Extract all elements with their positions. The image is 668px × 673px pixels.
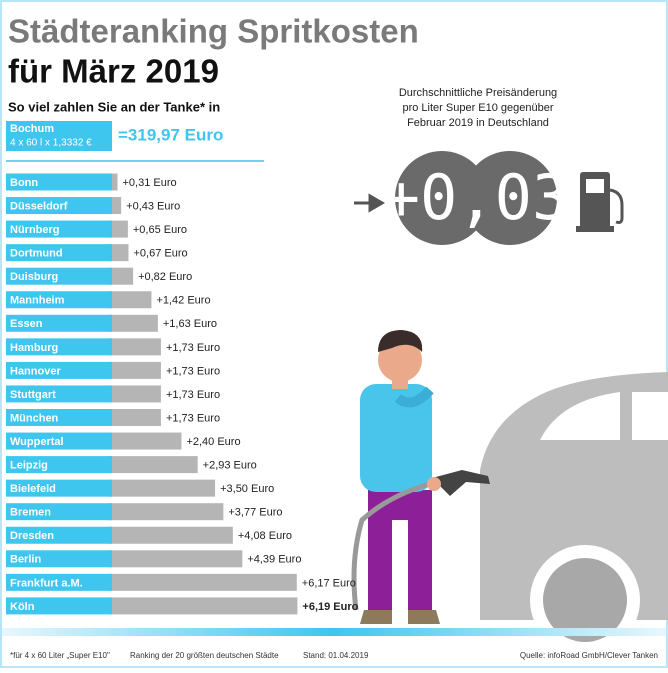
display-circle — [395, 151, 489, 245]
bar — [108, 456, 198, 474]
bar — [108, 597, 298, 615]
label-box — [6, 409, 112, 426]
bar — [108, 385, 161, 403]
bar — [108, 173, 118, 191]
value-label: +6,17 Euro — [302, 577, 356, 589]
category-label: Köln — [10, 601, 35, 613]
label-box — [6, 503, 112, 521]
footer-band — [2, 628, 666, 636]
bar — [108, 267, 134, 285]
bar — [108, 244, 129, 262]
value-label: +2,93 Euro — [203, 460, 257, 472]
bar — [108, 550, 243, 568]
bar — [108, 409, 161, 426]
reference-total: =319,97 Euro — [118, 125, 223, 144]
label-box — [6, 479, 112, 497]
car — [480, 372, 668, 655]
value-label: +4,39 Euro — [247, 554, 301, 566]
value-label: +1,73 Euro — [166, 389, 220, 401]
label-box — [6, 385, 112, 403]
bar — [108, 503, 224, 521]
reference-formula: 4 x 60 l x 1,3332 € — [10, 138, 92, 149]
value-label: +0,65 Euro — [133, 224, 187, 236]
category-label: Dresden — [10, 530, 54, 542]
label-box — [6, 550, 112, 568]
category-label: Düsseldorf — [10, 200, 68, 212]
note-line: Durchschnittliche Preisänderung — [399, 87, 557, 99]
category-label: Essen — [10, 318, 43, 330]
category-label: Wuppertal — [10, 436, 64, 448]
value-label: +1,73 Euro — [166, 342, 220, 354]
value-label: +1,73 Euro — [166, 365, 220, 377]
category-label: Bremen — [10, 507, 51, 519]
value-label: +4,08 Euro — [238, 530, 292, 542]
bar — [108, 314, 158, 332]
reference-box — [6, 121, 112, 151]
value-label: +6,19 Euro — [302, 601, 358, 613]
category-label: Bonn — [10, 177, 38, 189]
label-box — [6, 267, 112, 285]
label-box — [6, 456, 112, 474]
bar — [108, 526, 233, 544]
arrow — [354, 193, 385, 213]
label-box — [6, 573, 112, 591]
category-label: Stuttgart — [10, 389, 56, 401]
label-box — [6, 244, 112, 262]
value-label: +0,43 Euro — [126, 200, 180, 212]
value-label: +1,63 Euro — [163, 318, 217, 330]
bar — [108, 432, 182, 450]
label-box — [6, 597, 112, 615]
category-label: Nürnberg — [10, 224, 60, 236]
category-label: Hamburg — [10, 342, 58, 354]
category-label: Hannover — [10, 365, 61, 377]
bar — [108, 573, 297, 591]
footnote: Ranking der 20 größten deutschen Städte — [130, 651, 279, 660]
value-label: +1,73 Euro — [166, 412, 220, 424]
bar — [108, 291, 152, 309]
category-label: Bielefeld — [10, 483, 56, 495]
question: So viel zahlen Sie an der Tanke* in — [8, 99, 220, 114]
subtitle: für März 2019 — [8, 53, 219, 90]
footnote: *für 4 x 60 Liter „Super E10" — [10, 651, 110, 660]
category-label: Duisburg — [10, 271, 58, 283]
value-label: +0,67 Euro — [134, 248, 188, 260]
label-box — [6, 173, 112, 191]
label-box — [6, 314, 112, 332]
category-label: Mannheim — [10, 295, 65, 307]
category-label: Berlin — [10, 554, 41, 566]
value-label: +2,40 Euro — [186, 436, 240, 448]
pump-icon — [576, 172, 624, 232]
bar — [108, 338, 161, 356]
note-line: pro Liter Super E10 gegenüber — [402, 102, 553, 114]
bar — [108, 361, 161, 379]
title: Städteranking Spritkosten — [8, 13, 419, 50]
reference-city: Bochum — [10, 123, 54, 135]
price-change: +0,03 — [383, 161, 570, 234]
label-box — [6, 291, 112, 309]
category-label: Leipzig — [10, 460, 48, 472]
value-label: +1,42 Euro — [156, 295, 210, 307]
label-box — [6, 197, 112, 215]
bar — [108, 479, 216, 497]
display-circle — [463, 151, 557, 245]
value-label: +0,82 Euro — [138, 271, 192, 283]
label-box — [6, 526, 112, 544]
value-label: +0,31 Euro — [122, 177, 176, 189]
bar — [108, 220, 128, 238]
note-line: Februar 2019 in Deutschland — [407, 117, 549, 129]
footnote: Stand: 01.04.2019 — [303, 651, 369, 660]
person — [351, 330, 490, 624]
label-box — [6, 361, 112, 379]
value-label: +3,77 Euro — [228, 507, 282, 519]
category-label: München — [10, 412, 59, 424]
footnote: Quelle: infoRoad GmbH/Clever Tanken — [520, 651, 658, 660]
label-box — [6, 338, 112, 356]
label-box — [6, 220, 112, 238]
label-box — [6, 432, 112, 450]
value-label: +3,50 Euro — [220, 483, 274, 495]
category-label: Frankfurt a.M. — [10, 577, 83, 589]
category-label: Dortmund — [10, 248, 63, 260]
